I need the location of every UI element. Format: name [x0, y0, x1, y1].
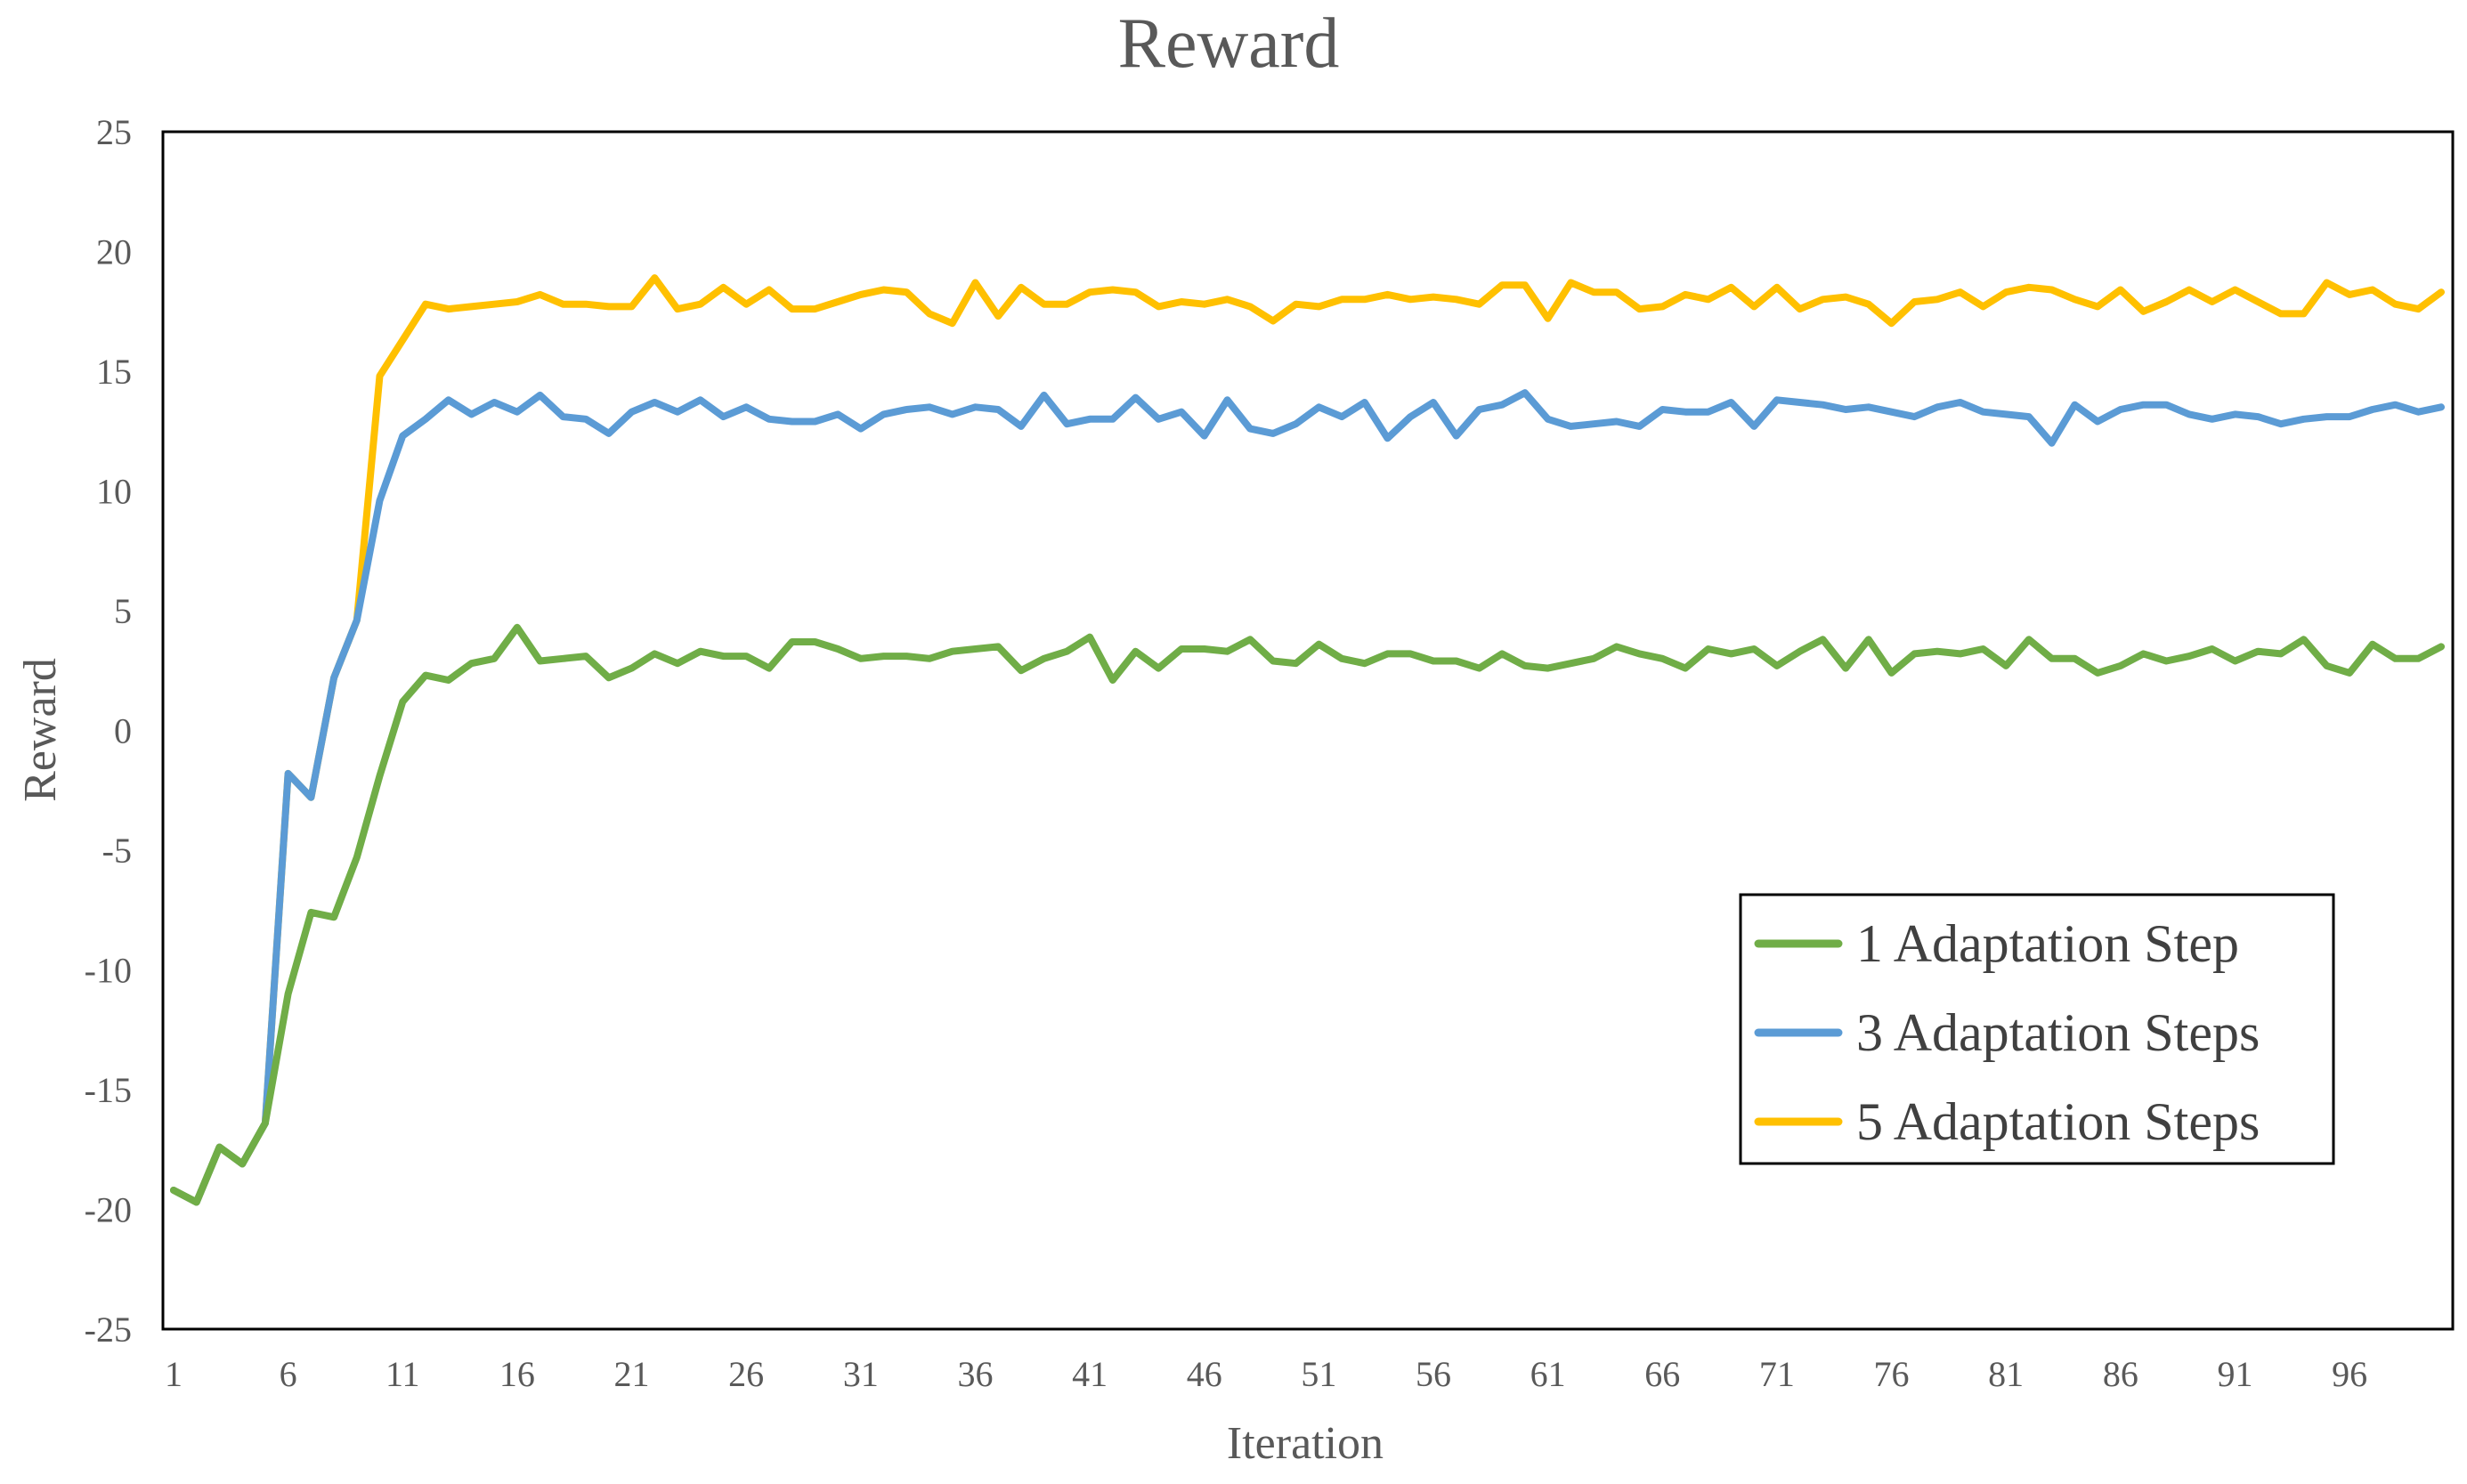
y-tick-label: -25 — [85, 1310, 132, 1350]
series-line-1 — [170, 623, 2445, 1206]
chart-title: Reward — [1118, 4, 1340, 83]
x-tick-label: 86 — [2103, 1354, 2138, 1394]
series-line-2 — [170, 389, 2445, 1206]
x-tick-label: 56 — [1416, 1354, 1451, 1394]
x-tick-label: 6 — [280, 1354, 297, 1394]
x-axis-title: Iteration — [1227, 1418, 1384, 1469]
series-lines — [170, 274, 2445, 1206]
x-tick-label: 46 — [1187, 1354, 1222, 1394]
x-tick-label: 76 — [1874, 1354, 1910, 1394]
y-tick-label: 0 — [114, 711, 132, 751]
legend-label-1: 1 Adaptation Step — [1856, 914, 2239, 973]
y-tick-label: -10 — [85, 951, 132, 991]
legend-label-3: 5 Adaptation Steps — [1856, 1092, 2260, 1151]
y-tick-label: -15 — [85, 1070, 132, 1110]
x-tick-label: 51 — [1301, 1354, 1336, 1394]
x-axis-ticks: 1 6 11 16 21 26 31 36 41 46 51 56 61 66 71 76 81 86 91 96 — [165, 1354, 2367, 1394]
y-tick-label: -5 — [102, 831, 132, 871]
plot-area-border — [161, 130, 2455, 1331]
x-tick-label: 41 — [1072, 1354, 1108, 1394]
y-tick-label: 5 — [114, 591, 132, 631]
y-tick-label: 25 — [96, 112, 132, 152]
x-tick-label: 36 — [957, 1354, 993, 1394]
x-tick-label: 31 — [843, 1354, 879, 1394]
x-tick-label: 66 — [1644, 1354, 1680, 1394]
x-tick-label: 81 — [1988, 1354, 2024, 1394]
x-tick-label: 16 — [499, 1354, 535, 1394]
legend: 1 Adaptation Step 3 Adaptation Steps 5 Ada… — [1739, 893, 2335, 1165]
x-tick-label: 61 — [1530, 1354, 1566, 1394]
x-tick-label: 1 — [165, 1354, 183, 1394]
y-tick-label: -20 — [85, 1190, 132, 1230]
y-axis-ticks: -25 -20 -15 -10 -5 0 5 10 15 20 25 — [85, 112, 132, 1350]
y-tick-label: 15 — [96, 352, 132, 392]
y-axis-title: Reward — [15, 658, 66, 802]
x-tick-label: 11 — [385, 1354, 420, 1394]
x-tick-label: 91 — [2217, 1354, 2252, 1394]
x-tick-label: 96 — [2332, 1354, 2367, 1394]
series-line-3 — [170, 274, 2445, 1206]
y-tick-label: 10 — [96, 472, 132, 512]
legend-label-2: 3 Adaptation Steps — [1856, 1003, 2260, 1062]
y-tick-label: 20 — [96, 232, 132, 272]
x-tick-label: 26 — [728, 1354, 764, 1394]
x-tick-label: 21 — [614, 1354, 650, 1394]
x-tick-label: 71 — [1759, 1354, 1795, 1394]
